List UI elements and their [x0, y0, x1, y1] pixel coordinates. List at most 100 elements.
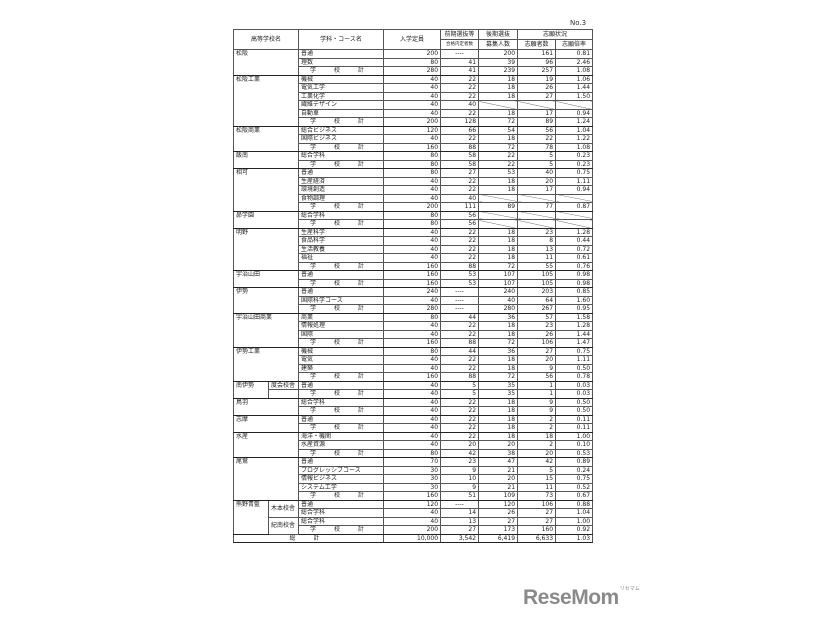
cell-applicants: 22 [517, 134, 557, 144]
cell-early-count: 111 [440, 202, 480, 212]
cell-ratio [555, 100, 594, 110]
cell-early-count: 14 [440, 508, 480, 518]
subtotal-row: 学 校 計 40 5 35 1 0.03 [234, 389, 594, 399]
school-name: 尾鷲 [232, 457, 300, 501]
cell-ratio: 0.98 [555, 278, 594, 288]
cell-late-count: 18 [478, 236, 519, 246]
cell-ratio: 0.87 [555, 202, 594, 212]
cell-early-count: 13 [440, 516, 480, 526]
cell-late-count: 18 [478, 244, 519, 254]
cell-applicants: 160 [517, 525, 557, 535]
cell-early-count: 27 [440, 525, 480, 535]
cell-ratio: 1.08 [555, 142, 594, 152]
header-school: 高等学校名 [232, 29, 300, 50]
cell-ratio: 0.11 [555, 414, 594, 424]
cell-applicants: 1 [517, 389, 557, 399]
school-name: 伊勢 [232, 287, 300, 314]
subtotal-label: 学 校 計 [298, 389, 385, 399]
cell-applicants: 42 [517, 457, 557, 467]
cell-ratio: 0.81 [555, 49, 594, 59]
subtotal-row: 学 校 計 160 53 107 105 0.98 [234, 278, 594, 288]
cell-capacity: 40 [383, 508, 442, 518]
cell-late-count: 18 [478, 74, 519, 84]
header-status: 志願状況 [517, 29, 594, 40]
course-name: 繊維デザイン [298, 100, 385, 110]
cell-applicants: 23 [517, 227, 557, 237]
cell-applicants: 89 [517, 117, 557, 127]
cell-ratio: 1.03 [555, 533, 594, 543]
school-name: 宇治山田商業 [232, 312, 300, 348]
cell-early-count: 10 [440, 474, 480, 484]
cell-ratio: 0.50 [555, 363, 594, 373]
cell-applicants: 6,633 [517, 533, 557, 543]
course-name: 海洋・機関 [298, 431, 385, 441]
cell-applicants: 15 [517, 474, 557, 484]
cell-late-count: 109 [478, 491, 519, 501]
cell-early-count: 22 [440, 236, 480, 246]
cell-late-count: 38 [478, 448, 519, 458]
cell-early-count: 22 [440, 227, 480, 237]
cell-ratio: 1.58 [555, 312, 594, 322]
course-name: 普通 [298, 270, 385, 280]
cell-applicants [517, 100, 557, 110]
cell-early-count: 53 [440, 278, 480, 288]
school-name: 松阪商業 [232, 125, 300, 152]
school-name: 鳥羽 [232, 397, 300, 416]
course-name: 総合学科 [298, 210, 385, 220]
cell-late-count: 36 [478, 346, 519, 356]
cell-ratio: 0.03 [555, 389, 594, 399]
cell-early-count: ---- [440, 49, 480, 59]
cell-applicants: 55 [517, 261, 557, 271]
cell-late-count: 47 [478, 457, 519, 467]
cell-applicants: 17 [517, 185, 557, 195]
course-name: 国際 [298, 329, 385, 339]
course-name: 国際ビジネス [298, 134, 385, 144]
cell-capacity: 80 [383, 57, 442, 67]
school-name: 志摩 [232, 414, 300, 433]
grand-total-label: 総 計 [232, 533, 385, 543]
cell-applicants [517, 219, 557, 229]
cell-capacity: 40 [383, 321, 442, 331]
cell-capacity: 40 [383, 91, 442, 101]
cell-early-count: 22 [440, 423, 480, 433]
cell-early-count: 56 [440, 219, 480, 229]
table-row: 松阪商業 総合ビジネス 120 66 54 56 1.04 [232, 125, 594, 152]
cell-ratio: 0.03 [555, 380, 594, 390]
cell-ratio: 1.60 [555, 295, 594, 305]
course-name: 総合学科 [298, 397, 385, 407]
school-name: 飯南 [232, 151, 300, 169]
course-name: 情報処理 [298, 321, 385, 331]
cell-capacity: 120 [383, 125, 442, 135]
cell-early-count: 22 [440, 397, 480, 407]
cell-early-count: 42 [440, 448, 480, 458]
cell-ratio: 0.85 [555, 287, 594, 297]
subtotal-label: 学 校 計 [298, 261, 385, 271]
cell-applicants: 17 [517, 108, 557, 118]
cell-late-count: 72 [478, 338, 519, 348]
cell-late-count: 53 [478, 168, 519, 178]
cell-capacity: 80 [383, 210, 442, 220]
cell-capacity: 10,000 [383, 533, 442, 543]
cell-late-count: 35 [478, 380, 519, 390]
cell-late-count [478, 100, 519, 110]
cell-early-count: 41 [440, 57, 480, 67]
cell-late-count: 18 [478, 397, 519, 407]
cell-early-count: 44 [440, 346, 480, 356]
cell-late-count: 6,419 [478, 533, 519, 543]
cell-early-count: 128 [440, 117, 480, 127]
cell-capacity: 40 [383, 355, 442, 365]
cell-capacity: 160 [383, 261, 442, 271]
cell-applicants: 13 [517, 244, 557, 254]
course-name: 電気工学 [298, 83, 385, 93]
course-name: 商業 [298, 312, 385, 322]
cell-capacity: 80 [383, 168, 442, 178]
cell-late-count: 18 [478, 431, 519, 441]
cell-late-count: 18 [478, 134, 519, 144]
cell-late-count: 22 [478, 151, 519, 161]
cell-capacity: 160 [383, 278, 442, 288]
cell-ratio: 1.24 [555, 117, 594, 127]
table-row: 伊勢 普通 240 ---- 240 203 0.85 [232, 287, 594, 314]
course-name: 普通 [298, 499, 385, 509]
cell-ratio: 1.22 [555, 134, 594, 144]
cell-capacity: 40 [383, 397, 442, 407]
